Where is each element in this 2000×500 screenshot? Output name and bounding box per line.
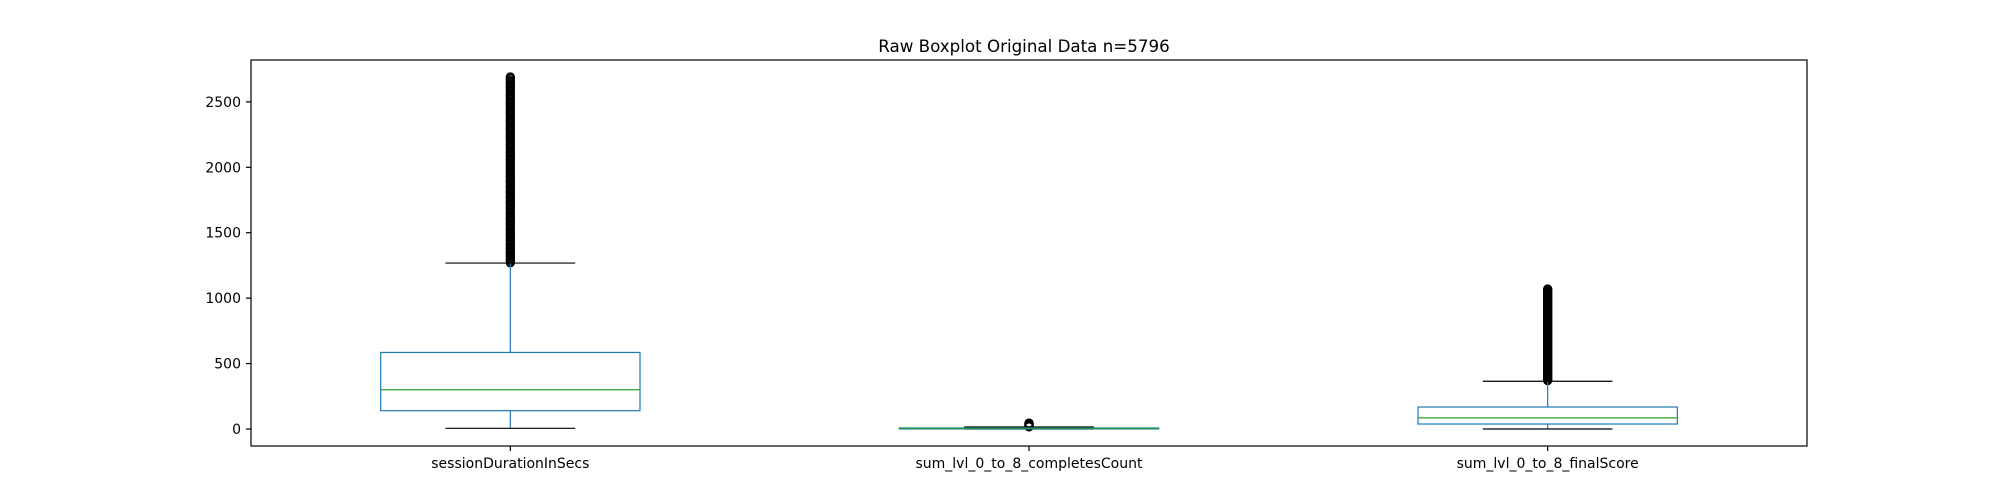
flier-point (1543, 288, 1553, 298)
plot-frame (250, 59, 1808, 447)
flier-point (505, 192, 515, 202)
chart-title: Raw Boxplot Original Data n=5796 (878, 36, 1170, 56)
flier-point (505, 182, 515, 192)
flier-point (505, 213, 515, 223)
flier-point (505, 229, 515, 239)
flier-point (505, 161, 515, 171)
flier-point (505, 177, 515, 187)
flier-point (505, 218, 515, 229)
y-tick-label: 500 (214, 357, 241, 373)
y-tick-label: 1500 (205, 226, 241, 242)
flier-point (505, 224, 515, 234)
flier-point (505, 171, 515, 182)
box-group-2 (1417, 284, 1678, 430)
flier-point (505, 234, 515, 244)
y-tick-label: 2000 (205, 160, 241, 176)
flier-point (505, 107, 515, 117)
flier-point (505, 243, 515, 254)
box-group-1 (898, 418, 1160, 432)
flier-point (505, 239, 515, 250)
flier-point (505, 77, 515, 87)
flier-point (505, 203, 515, 213)
y-tick-label: 1000 (205, 291, 241, 307)
x-tick-label: sessionDurationInSecs (431, 456, 589, 472)
flier-point (505, 154, 515, 165)
y-axis: 0 500 1000 1500 2000 2500 (205, 95, 251, 438)
x-tick-label: sum_lvl_0_to_8_finalScore (1457, 456, 1639, 472)
flier-point (505, 116, 515, 127)
flier-point (505, 72, 515, 82)
flier-point (505, 82, 515, 93)
box-group-0 (380, 72, 641, 429)
x-tick-label: sum_lvl_0_to_8_completesCount (915, 456, 1143, 472)
iqr-box (380, 351, 641, 412)
flier-point (505, 208, 515, 218)
y-tick-label: 0 (232, 422, 241, 438)
flier-point (1543, 284, 1553, 294)
x-axis: sessionDurationInSecs sum_lvl_0_to_8_comp… (431, 446, 1639, 472)
flier-point (505, 187, 515, 197)
flier-point (505, 198, 515, 208)
iqr-box (1417, 406, 1678, 425)
flier-point (505, 166, 515, 176)
boxes-group (380, 72, 1678, 432)
y-tick-label: 2500 (205, 95, 241, 111)
